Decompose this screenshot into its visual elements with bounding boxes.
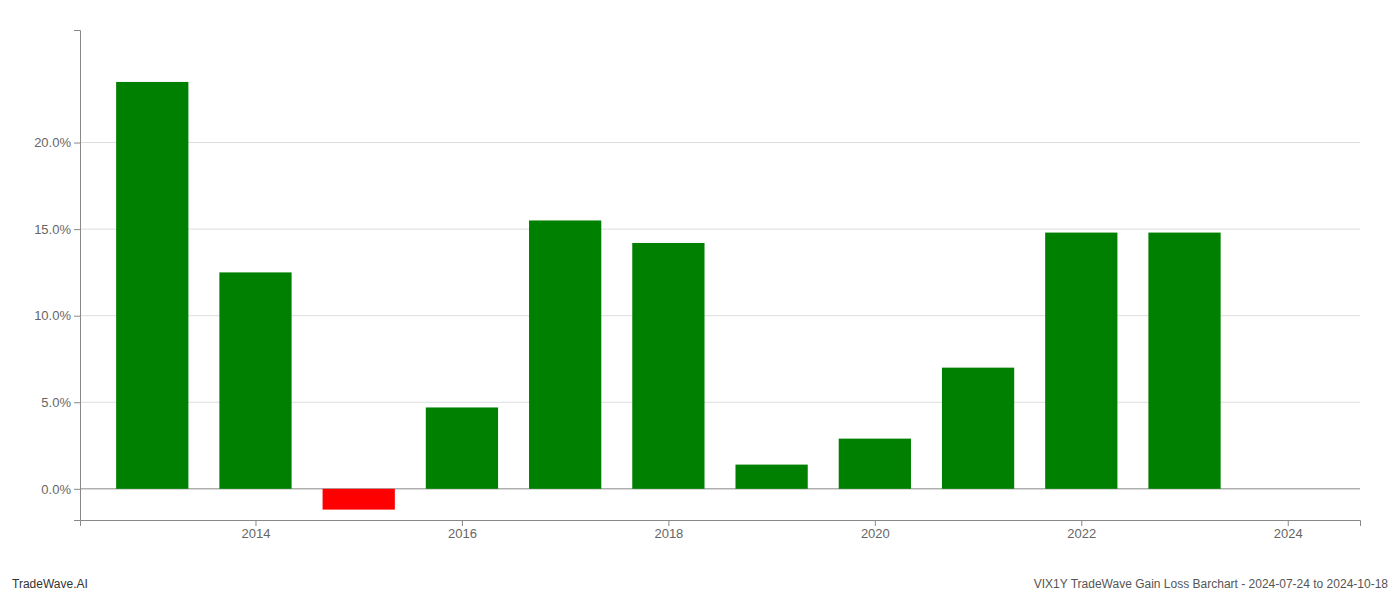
x-tick: 2024 — [1274, 520, 1303, 541]
footer-right: VIX1Y TradeWave Gain Loss Barchart - 202… — [1034, 577, 1389, 591]
chart: 2014 2016 2018 2020 2022 2024 0.0% 5.0% 10.0% 15.… — [0, 0, 1400, 600]
x-tick-label: 2018 — [654, 526, 683, 541]
y-tick-label: 15.0% — [34, 222, 71, 237]
y-tick-label: 5.0% — [41, 395, 71, 410]
bar — [1045, 233, 1117, 489]
y-tick-mark — [74, 229, 80, 230]
bar — [219, 272, 291, 488]
grid — [80, 143, 1360, 489]
bar — [323, 489, 395, 510]
bar — [116, 82, 188, 489]
x-tick-label: 2020 — [861, 526, 890, 541]
y-tick: 15.0% — [34, 222, 80, 237]
x-tick: 2020 — [861, 520, 890, 541]
y-tick-mark — [74, 316, 80, 317]
bars — [116, 82, 1221, 510]
bar — [735, 465, 807, 489]
x-tick-label: 2014 — [242, 526, 271, 541]
x-axis-line — [81, 521, 1361, 527]
x-tick-label: 2022 — [1067, 526, 1096, 541]
x-tick-mark — [255, 520, 256, 526]
x-tick: 2016 — [448, 520, 477, 541]
bar — [1148, 233, 1220, 489]
y-tick: 10.0% — [34, 308, 80, 323]
x-tick: 2018 — [654, 520, 683, 541]
y-tick-mark — [74, 402, 80, 403]
plot: 2014 2016 2018 2020 2022 2024 0.0% 5.0% 10.0% 15.… — [34, 31, 1360, 542]
y-tick-label: 0.0% — [41, 481, 71, 496]
x-tick-mark — [1081, 520, 1082, 526]
x-tick: 2014 — [242, 520, 271, 541]
x-tick-mark — [668, 520, 669, 526]
grid-line — [80, 142, 1360, 143]
y-axis: 0.0% 5.0% 10.0% 15.0% 20.0% — [34, 31, 80, 521]
bar — [839, 439, 911, 489]
x-tick-label: 2016 — [448, 526, 477, 541]
y-tick-mark — [74, 143, 80, 144]
x-tick-mark — [875, 520, 876, 526]
y-tick: 0.0% — [41, 481, 80, 496]
grid-line — [80, 229, 1360, 230]
bar — [426, 407, 498, 488]
x-tick: 2022 — [1067, 520, 1096, 541]
bar — [529, 220, 601, 488]
y-tick-label: 10.0% — [34, 308, 71, 323]
x-axis: 2014 2016 2018 2020 2022 2024 — [81, 520, 1361, 541]
footer-left: TradeWave.AI — [12, 577, 88, 591]
y-tick-label: 20.0% — [34, 135, 71, 150]
x-tick-label: 2024 — [1274, 526, 1303, 541]
bar — [942, 368, 1014, 489]
x-tick-mark — [462, 520, 463, 526]
y-tick: 5.0% — [41, 395, 80, 410]
y-tick: 20.0% — [34, 135, 80, 150]
bar — [632, 243, 704, 489]
y-axis-line — [74, 31, 81, 521]
y-tick-mark — [74, 489, 80, 490]
x-tick-mark — [1288, 520, 1289, 526]
